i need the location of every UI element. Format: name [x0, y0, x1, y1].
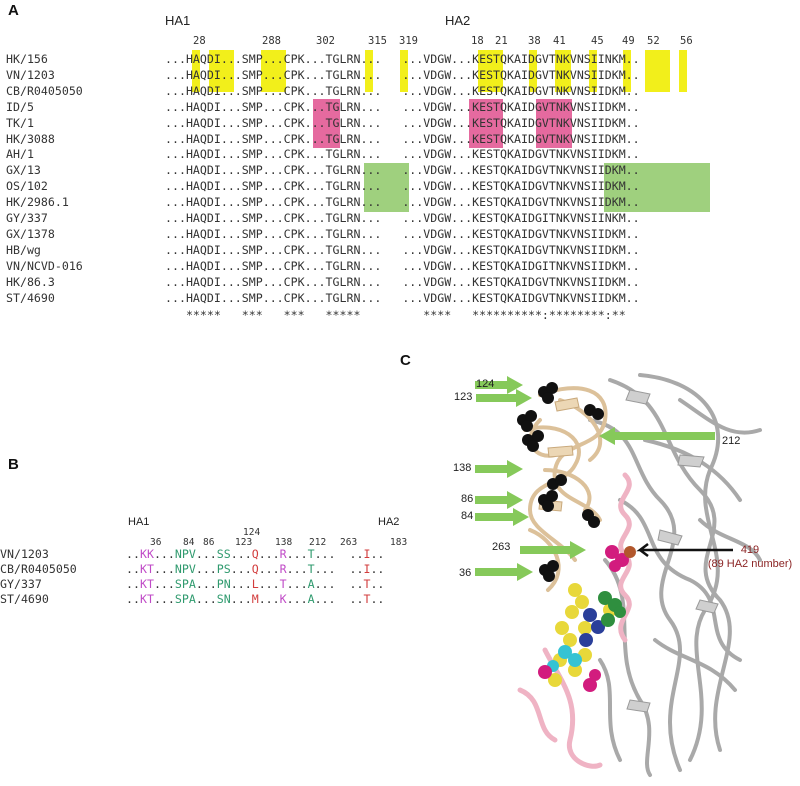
position-number: 212 — [309, 537, 327, 548]
position-number: 124 — [243, 527, 261, 538]
annotation-419: 419 (89 HA2 number) — [708, 544, 792, 570]
position-number: 123 — [235, 537, 253, 548]
strain-name: VN/NCVD-016 — [6, 258, 83, 273]
black-arrow — [636, 543, 733, 557]
position-number: 18 — [471, 35, 484, 47]
strain-name: HK/86.3 — [6, 274, 55, 289]
sequence: ...HAQDI...SMP...CPK...TGLRN... ...VDGW.… — [165, 274, 640, 289]
position-number: 52 — [647, 35, 660, 47]
position-number: 28 — [193, 35, 206, 47]
epitope-cluster — [538, 545, 636, 692]
ha2-header: HA2 — [445, 13, 471, 28]
strain-name: GX/13 — [6, 163, 41, 178]
position-number: 45 — [591, 35, 604, 47]
strain-name: HK/2986.1 — [6, 195, 69, 210]
strain-name: GY/337 — [0, 577, 42, 591]
sequence: ...HAQDI...SMP...CPK...TGLRN... ...VDGW.… — [165, 115, 640, 130]
sequence: ...HAQDI...SMP...CPK...TGLRN... ...VDGW.… — [165, 67, 640, 82]
position-number: 319 — [399, 35, 418, 47]
label-124: 124 — [476, 378, 494, 390]
label-138: 138 — [453, 462, 471, 474]
position-number: 49 — [622, 35, 635, 47]
sequence: ...HAQDI...SMP...CPK...TGLRN... ...VDGW.… — [165, 195, 640, 210]
sequence: ...HAQDI...SMP...CPK...TGLRN... ...VDGW.… — [165, 226, 640, 241]
sequence: ...HAQDI...SMP...CPK...TGLRN... ...VDGW.… — [165, 131, 640, 146]
strain-name: CB/R0405050 — [0, 562, 77, 576]
sequence: ..KT...SPA...SN...M...K...A... ..T.. — [126, 592, 385, 606]
label-123: 123 — [454, 391, 472, 403]
panel-label-b: B — [8, 456, 19, 473]
label-212: 212 — [722, 435, 740, 447]
position-number: 288 — [262, 35, 281, 47]
strain-name: ID/5 — [6, 99, 34, 114]
sequence: ...HAQDI...SMP...CPK...TGLRN... ...VDGW.… — [165, 147, 640, 162]
sequence: ...HAQDI...SMP...CPK...TGLRN... ...VDGW.… — [165, 179, 640, 194]
position-number: 84 — [183, 537, 195, 548]
strain-name: AH/1 — [6, 147, 34, 162]
position-number: 315 — [368, 35, 387, 47]
strain-name: HK/156 — [6, 52, 48, 66]
label-84: 84 — [461, 510, 473, 522]
ha1-header: HA1 — [165, 13, 191, 28]
black-residues — [517, 382, 604, 582]
strain-name: OS/102 — [6, 179, 48, 194]
strain-name: VN/1203 — [6, 67, 55, 82]
position-number: 302 — [316, 35, 335, 47]
strain-name: CB/R0405050 — [6, 83, 83, 98]
sequence: ..KT...SPA...PN...L...T...A... ..T.. — [126, 577, 385, 591]
strain-name: TK/1 — [6, 115, 34, 130]
position-number: 38 — [528, 35, 541, 47]
position-number: 183 — [390, 537, 408, 548]
position-number: 41 — [553, 35, 566, 47]
strain-name: GX/1378 — [6, 226, 55, 241]
conservation-line: ***** *** *** ***** **** **********:****… — [165, 308, 626, 322]
sequence: ...HAQDI...SMP...CPK...TGLRN... ...VDGW.… — [165, 83, 640, 98]
ha1-header-b: HA1 — [128, 516, 150, 528]
svg-text:419: 419 — [741, 544, 759, 556]
strain-name: VN/1203 — [0, 547, 49, 561]
panel-label-a: A — [8, 2, 19, 19]
label-263: 263 — [492, 541, 510, 553]
panel-label-c: C — [400, 352, 411, 369]
sequence: ...HAQDI...SMP...CPK...TGLRN... ...VDGW.… — [165, 211, 640, 225]
position-number: 56 — [680, 35, 693, 47]
label-86: 86 — [461, 493, 473, 505]
position-number: 263 — [340, 537, 358, 548]
sequence: ...HAQDI...SMP...CPK...TGLRN... ...VDGW.… — [165, 52, 640, 66]
sequence: ...HAQDI...SMP...CPK...TGLRN... ...VDGW.… — [165, 99, 640, 114]
grey-trimer — [588, 373, 762, 777]
position-number: 86 — [203, 537, 215, 548]
position-number: 138 — [275, 537, 293, 548]
svg-text:(89 HA2 number): (89 HA2 number) — [708, 558, 792, 570]
sequence: ..KK...NPV...SS...Q...R...T... ..I.. — [126, 547, 385, 561]
strain-name: ST/4690 — [0, 592, 49, 606]
tan-head — [523, 386, 608, 592]
residue-labels: 124 123 138 86 84 263 36 212 — [453, 378, 740, 579]
sequence: ...HAQDI...SMP...CPK...TGLRN... ...VDGW.… — [165, 290, 640, 305]
position-number: 21 — [495, 35, 508, 47]
sequence: ...HAQDI...SMP...CPK...TGLRN... ...VDGW.… — [165, 163, 640, 178]
label-36: 36 — [459, 567, 471, 579]
strain-name: ST/4690 — [6, 290, 55, 305]
sequence: ...HAQDI...SMP...CPK...TGLRN... ...VDGW.… — [165, 242, 640, 257]
sequence: ..KT...NPV...PS...Q...R...T... ..I.. — [126, 562, 385, 576]
sequence: ...HAQDI...SMP...CPK...TGLRN... ...VDGW.… — [165, 258, 640, 273]
strain-name: GY/337 — [6, 211, 48, 225]
strain-name: HB/wg — [6, 242, 41, 257]
pink-helix — [517, 472, 632, 769]
position-number: 36 — [150, 537, 162, 548]
green-arrows — [475, 376, 715, 581]
ha2-header-b: HA2 — [378, 516, 400, 528]
strain-name: HK/3088 — [6, 131, 55, 146]
